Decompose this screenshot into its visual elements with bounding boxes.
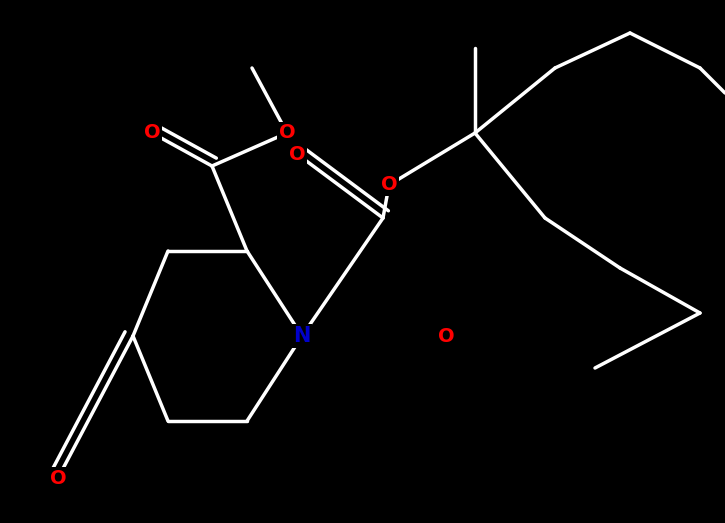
Text: O: O <box>278 123 295 142</box>
Text: N: N <box>294 326 311 346</box>
Text: O: O <box>144 123 160 142</box>
Text: O: O <box>381 176 397 195</box>
Text: O: O <box>289 144 305 164</box>
Text: O: O <box>50 469 66 487</box>
Text: O: O <box>438 326 455 346</box>
